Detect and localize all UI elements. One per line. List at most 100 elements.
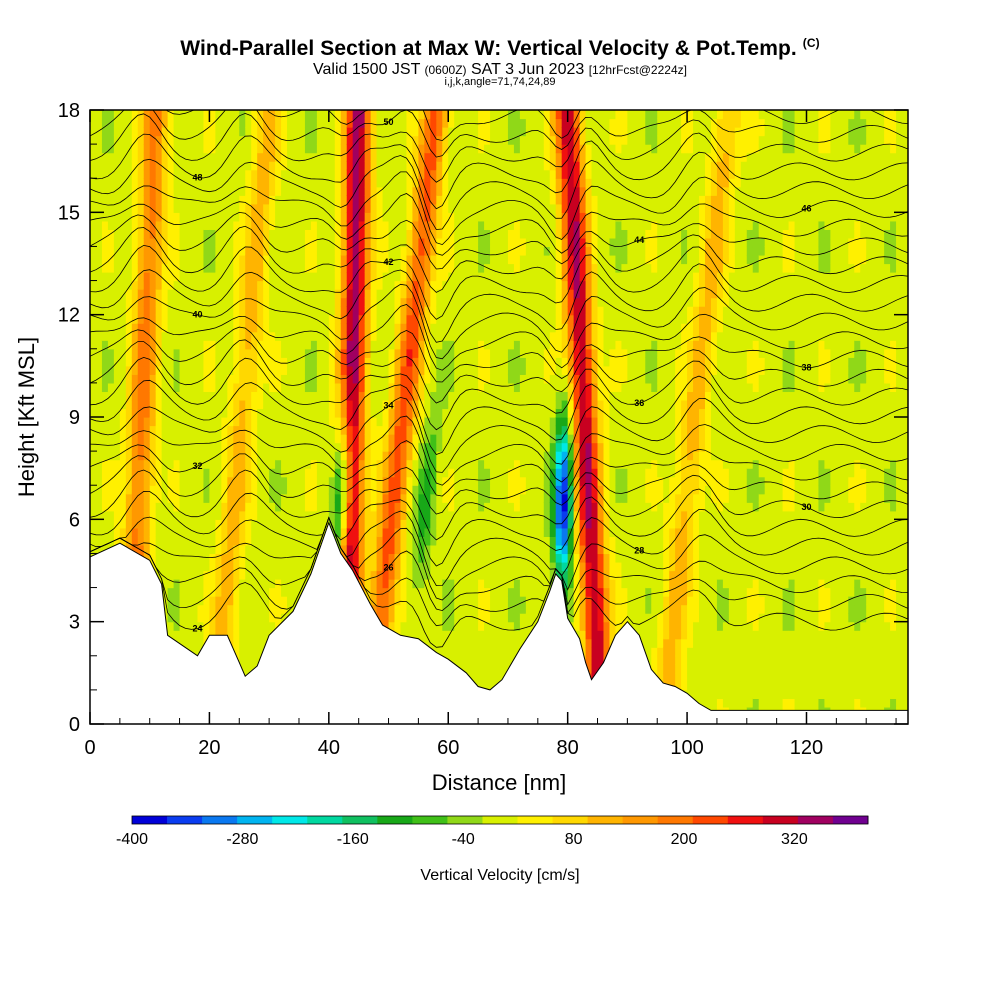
field-cell (209, 331, 216, 341)
field-cell (155, 391, 163, 401)
field-cell (448, 451, 455, 461)
field-cell (185, 630, 193, 640)
field-cell (125, 195, 133, 205)
field-cell (340, 220, 348, 230)
field-cell (484, 237, 491, 248)
field-cell (203, 229, 211, 239)
field-cell (304, 110, 312, 120)
field-cell (490, 306, 497, 316)
field-cell (454, 161, 461, 171)
field-cell (143, 246, 151, 256)
field-cell (358, 127, 366, 137)
field-cell (352, 220, 360, 230)
field-cell (227, 297, 234, 307)
field-cell (376, 382, 384, 393)
field-cell (179, 272, 187, 282)
field-cell (412, 527, 419, 537)
field-cell (472, 553, 479, 563)
field-cell (448, 570, 455, 580)
field-cell (185, 638, 193, 648)
field-cell (394, 348, 402, 358)
field-cell (352, 212, 360, 222)
field-cell (227, 110, 234, 120)
field-cell (143, 229, 151, 239)
field-cell (209, 195, 216, 205)
field-cell (490, 314, 497, 324)
field-cell (131, 186, 139, 196)
field-cell (316, 306, 324, 316)
field-cell (257, 144, 264, 154)
field-cell (442, 186, 449, 196)
field-cell (346, 323, 354, 333)
field-cell (275, 331, 282, 341)
field-cell (281, 536, 288, 546)
field-cell (304, 212, 312, 222)
field-cell (406, 417, 414, 427)
field-cell (95, 519, 103, 529)
field-cell (400, 289, 408, 299)
field-cell (95, 391, 103, 401)
field-cell (167, 178, 175, 188)
field-cell (412, 536, 419, 546)
field-cell (484, 587, 491, 597)
field-cell (412, 212, 419, 222)
field-cell (119, 306, 127, 316)
field-cell (328, 493, 336, 503)
field-cell (131, 451, 139, 461)
field-cell (101, 229, 109, 239)
field-cell (257, 237, 264, 248)
field-cell (119, 502, 127, 512)
field-cell (388, 144, 396, 154)
field-cell (209, 144, 216, 154)
field-cell (388, 476, 396, 486)
field-cell (239, 536, 246, 546)
field-cell (406, 553, 414, 563)
field-cell (167, 263, 175, 273)
field-cell (478, 161, 485, 171)
field-cell (113, 280, 121, 290)
field-cell (287, 579, 294, 589)
field-cell (209, 630, 216, 640)
field-cell (149, 186, 157, 196)
field-cell (275, 127, 282, 137)
field-cell (173, 280, 181, 290)
field-cell (448, 186, 455, 196)
field-cell (364, 314, 372, 324)
field-cell (448, 621, 455, 631)
field-cell (490, 365, 497, 375)
field-cell (197, 135, 205, 145)
field-cell (424, 476, 431, 486)
field-cell (358, 152, 366, 162)
field-cell (287, 408, 294, 418)
field-cell (293, 127, 300, 137)
field-cell (364, 382, 372, 393)
field-cell (322, 110, 330, 120)
field-cell (149, 118, 157, 128)
field-cell (131, 280, 139, 290)
field-cell (227, 408, 234, 418)
field-cell (466, 399, 473, 410)
field-cell (490, 579, 497, 589)
field-cell (358, 229, 366, 239)
field-cell (400, 331, 408, 341)
field-cell (466, 237, 473, 248)
field-cell (233, 237, 240, 248)
field-cell (472, 485, 479, 495)
field-cell (173, 468, 181, 478)
field-cell (382, 237, 390, 248)
field-cell (119, 110, 127, 120)
field-cell (478, 451, 485, 461)
field-cell (179, 178, 187, 188)
field-cell (119, 220, 127, 230)
field-cell (101, 485, 109, 495)
field-cell (412, 476, 419, 486)
field-cell (227, 485, 234, 495)
field-cell (101, 297, 109, 307)
field-cell (161, 314, 169, 324)
field-cell (107, 357, 115, 367)
field-cell (269, 579, 276, 589)
field-cell (418, 399, 425, 410)
field-cell (185, 331, 193, 341)
field-cell (90, 451, 97, 461)
field-cell (490, 561, 497, 572)
